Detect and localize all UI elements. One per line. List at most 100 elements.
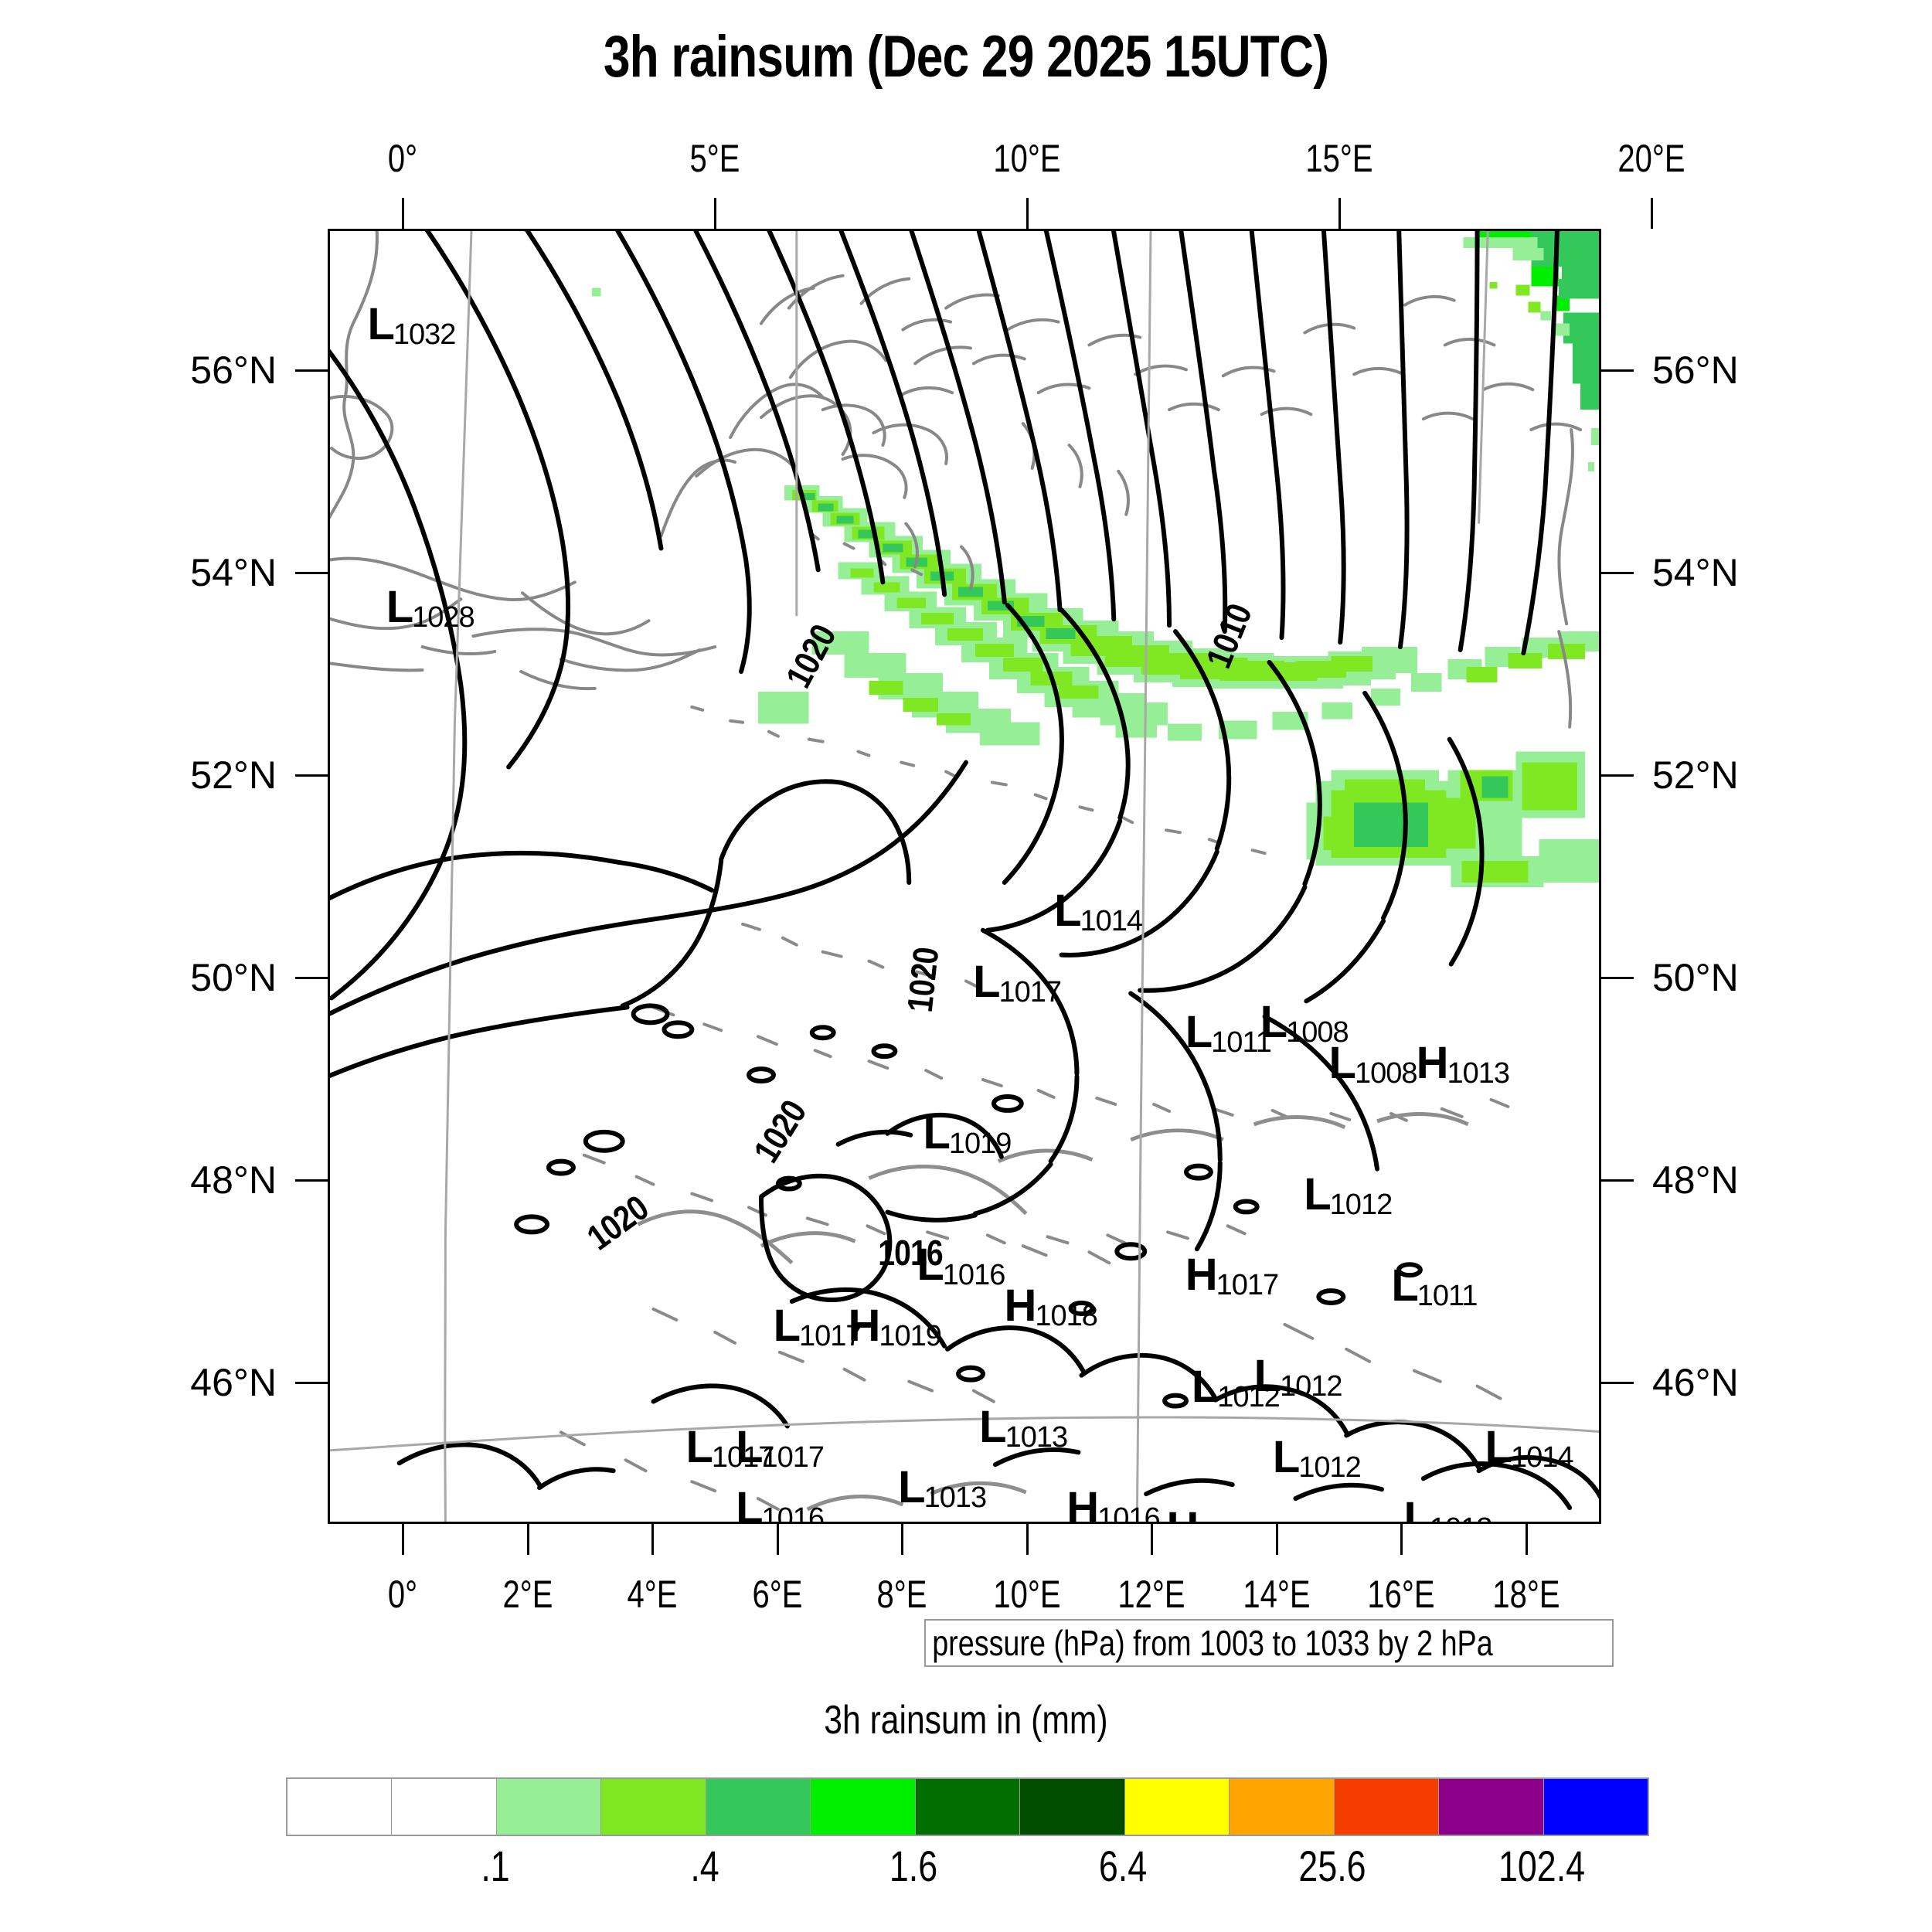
lon-tick-bottom — [776, 1524, 779, 1555]
extremum-type: L — [898, 1462, 925, 1513]
extremum-value: 1017 — [799, 1319, 862, 1352]
lon-label-top-4: 20°E — [1617, 137, 1685, 180]
extremum-value: 1016 — [761, 1502, 825, 1524]
extremum-value: 1011 — [1211, 1026, 1272, 1060]
lat-tick-left — [295, 572, 328, 575]
colorbar[interactable] — [286, 1777, 1649, 1836]
lon-tick-bottom — [651, 1524, 655, 1555]
colorbar-segment-11[interactable] — [1438, 1779, 1543, 1835]
extremum-type: L — [367, 298, 394, 349]
pressure-low-label: L1017 — [736, 1425, 825, 1473]
lat-label-right-3: 50°N — [1652, 955, 1739, 999]
colorbar-segment-10[interactable] — [1333, 1779, 1439, 1835]
extremum-type: L — [736, 1482, 763, 1524]
pressure-low-label: L1016 — [736, 1482, 825, 1524]
extremum-type: L — [1054, 886, 1081, 937]
lon-tick-bottom — [1526, 1524, 1529, 1555]
lon-tick-bottom — [1275, 1524, 1278, 1555]
extremum-value: 1017 — [711, 1441, 775, 1475]
lat-tick-left — [295, 369, 328, 372]
extremum-value: 1017 — [1197, 1522, 1260, 1524]
pressure-low-label: L1017 — [774, 1303, 862, 1352]
lon-tick-bottom — [401, 1524, 404, 1555]
terrain-outlines — [637, 1112, 1469, 1512]
contour-value-label: 1016 — [878, 1233, 944, 1274]
extremum-value: 1019 — [879, 1319, 942, 1352]
pressure-low-label: L1028 — [386, 582, 475, 634]
pressure-low-label: L1011 — [1185, 1010, 1272, 1060]
extremum-type: L — [1191, 1361, 1219, 1412]
extremum-value: 1028 — [412, 601, 475, 634]
colorbar-segment-3[interactable] — [600, 1779, 706, 1835]
pressure-high-label: H1019 — [849, 1303, 942, 1352]
pressure-low-label: L1014 — [1054, 886, 1143, 937]
lat-label-left-3: 50°N — [190, 955, 277, 999]
extremum-type: L — [1328, 1037, 1356, 1088]
pressure-low-label: L1013 — [1403, 1495, 1492, 1522]
colorbar-segment-5[interactable] — [810, 1779, 915, 1835]
lon-label-top-2: 10°E — [993, 137, 1061, 180]
colorbar-segment-2[interactable] — [495, 1779, 601, 1835]
contour-value-label: 1020 — [900, 945, 947, 1015]
pressure-low-label: L1012 — [1273, 1435, 1362, 1485]
lat-label-left-0: 56°N — [190, 349, 277, 393]
lat-label-right-4: 48°N — [1652, 1158, 1739, 1202]
colorbar-tick-0: .1 — [481, 1842, 510, 1890]
extremum-type: L — [1260, 997, 1287, 1048]
pressure-legend-text: pressure (hPa) from 1003 to 1033 by 2 hP… — [932, 1623, 1493, 1663]
lat-tick-right — [1601, 1179, 1634, 1182]
lat-tick-right — [1601, 774, 1634, 777]
lon-label-bottom-7: 14°E — [1243, 1573, 1311, 1616]
extremum-value: 1014 — [1510, 1441, 1574, 1475]
colorbar-segment-1[interactable] — [391, 1779, 496, 1835]
extremum-value: 1012 — [1298, 1451, 1362, 1485]
colorbar-segment-12[interactable] — [1543, 1779, 1648, 1835]
extremum-type: L — [386, 582, 413, 633]
lon-label-bottom-2: 4°E — [627, 1573, 678, 1616]
lon-tick-bottom — [1151, 1524, 1154, 1555]
lon-label-top-1: 5°E — [689, 137, 740, 180]
lon-label-bottom-0: 0° — [387, 1573, 418, 1616]
extremum-type: H — [1416, 1037, 1449, 1088]
colorbar-tick-1: .4 — [689, 1842, 719, 1890]
extremum-value: 1011 — [1417, 1279, 1478, 1312]
lat-label-left-2: 52°N — [190, 753, 277, 798]
colorbar-segment-8[interactable] — [1124, 1779, 1230, 1835]
colorbar-tick-3: 6.4 — [1098, 1842, 1148, 1890]
colorbar-segment-7[interactable] — [1019, 1779, 1124, 1835]
lon-label-bottom-1: 2°E — [502, 1573, 553, 1616]
colorbar-segment-9[interactable] — [1229, 1779, 1334, 1835]
map-plot-area[interactable]: L1032 L1028 L1014 L1017 L1011 L1008 L1008 H1013… — [328, 229, 1601, 1524]
pressure-low-label: L1011 — [1391, 1263, 1478, 1312]
extremum-value: 1032 — [393, 318, 457, 351]
lat-tick-left — [295, 1381, 328, 1384]
lon-tick-bottom — [901, 1524, 904, 1555]
lat-label-right-0: 56°N — [1652, 349, 1739, 393]
lon-label-bottom-3: 6°E — [752, 1573, 803, 1616]
extremum-type: L — [1391, 1260, 1418, 1311]
lon-tick-bottom — [526, 1524, 529, 1555]
extremum-type: L — [1304, 1168, 1331, 1219]
lon-label-bottom-5: 10°E — [993, 1573, 1061, 1616]
extremum-value: 1012 — [1280, 1370, 1343, 1403]
lon-tick-bottom — [1026, 1524, 1029, 1555]
pressure-high-label: H1016 — [1066, 1485, 1160, 1522]
extremum-value: 1013 — [923, 1481, 988, 1515]
lat-tick-left — [295, 774, 328, 777]
extremum-type: L — [979, 1401, 1006, 1452]
colorbar-segment-4[interactable] — [705, 1779, 811, 1835]
lon-tick-top — [401, 198, 404, 229]
colorbar-segment-6[interactable] — [914, 1779, 1020, 1835]
colorbar-tick-2: 1.6 — [889, 1842, 938, 1890]
lon-tick-top — [1338, 198, 1341, 229]
pressure-low-label: L1013 — [979, 1401, 1068, 1452]
pressure-low-label: L1013 — [898, 1462, 988, 1515]
precipitation-raster — [591, 231, 1599, 887]
colorbar-segment-0[interactable] — [287, 1779, 392, 1835]
lon-label-bottom-8: 16°E — [1367, 1573, 1436, 1616]
extremum-type: L — [973, 956, 1000, 1007]
lat-tick-right — [1601, 1381, 1634, 1384]
pressure-low-label: L1017 — [973, 956, 1062, 1007]
pressure-high-label: H1017 — [1185, 1253, 1279, 1301]
lat-label-right-1: 54°N — [1652, 551, 1739, 595]
